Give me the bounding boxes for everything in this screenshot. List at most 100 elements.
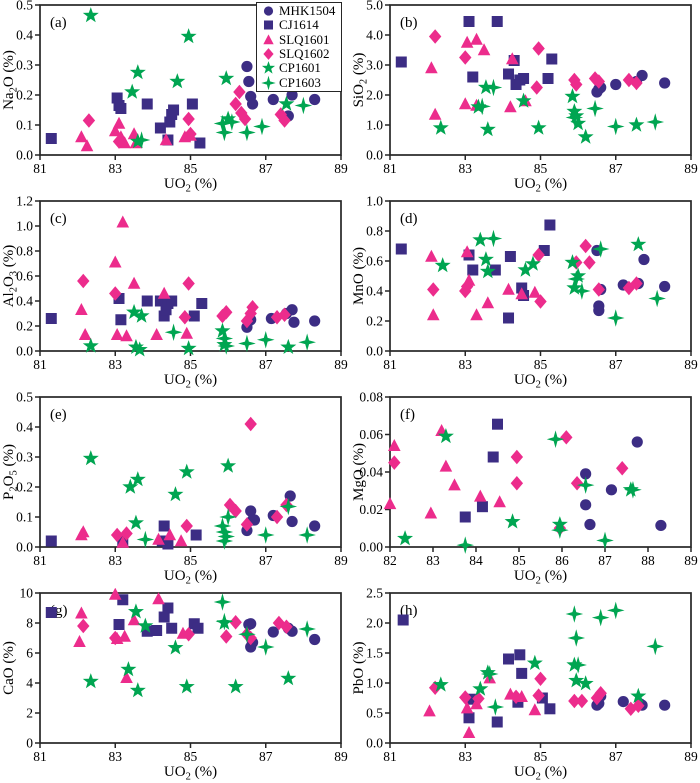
point-SLQ1602: [579, 238, 592, 254]
panel-f-chart: 82 83 84 85 86 87 88 89 0.00 0.02 0.04 0.06 0.08 UO2 …: [351, 392, 698, 586]
point-CP1601: [129, 64, 146, 80]
point-SLQ1602: [120, 526, 133, 541]
point-CP1601: [129, 471, 146, 487]
point-SLQ1602: [270, 509, 284, 525]
legend-item-CP1603: CP1603: [260, 75, 335, 90]
x-tick-label: 81: [383, 161, 397, 176]
point-CP1603: [456, 536, 475, 554]
y-tick-label: 0.2: [366, 314, 383, 329]
point-CJ1614: [115, 103, 127, 114]
legend-item-SLQ1602: SLQ1602: [260, 46, 335, 62]
point-CP1603: [219, 508, 237, 526]
point-CP1603: [256, 330, 275, 349]
x-tick-label: 89: [334, 749, 348, 764]
point-MHK1504: [617, 696, 629, 708]
point-CP1603: [215, 612, 234, 631]
point-MHK1504: [636, 69, 648, 82]
point-SLQ1602: [110, 527, 124, 543]
y-tick-label: 0.3: [16, 58, 33, 73]
point-SLQ1602: [77, 618, 90, 634]
point-CJ1614: [160, 304, 172, 316]
point-MHK1504: [286, 515, 298, 528]
point-CP1601: [479, 121, 496, 137]
point-CJ1614: [476, 501, 488, 513]
panel-a: 81 83 85 87 89 0.0 0.1 0.2 0.3 0.4 0.5 UO2 (%) Na2O …: [0, 0, 350, 196]
point-SLQ1601: [460, 245, 474, 258]
point-CP1601: [127, 338, 144, 355]
point-CP1603: [298, 526, 316, 544]
y-tick-label: 0.0: [16, 344, 33, 359]
point-CP1603: [646, 637, 665, 656]
x-tick-label: 87: [259, 357, 273, 372]
point-CP1603: [217, 527, 236, 546]
point-SLQ1602: [460, 279, 474, 294]
point-CJ1614: [164, 116, 176, 128]
point-SLQ1602: [532, 41, 545, 56]
star4-marker-icon: [261, 75, 276, 90]
x-tick-label: 87: [609, 161, 623, 176]
point-SLQ1602: [560, 430, 573, 445]
point-CP1603: [279, 497, 298, 516]
point-CJ1614: [154, 295, 166, 307]
point-SLQ1602: [182, 276, 195, 291]
x-tick-label: 87: [259, 553, 273, 568]
point-SLQ1602: [630, 75, 643, 91]
point-CP1601: [180, 28, 197, 44]
point-CJ1614: [503, 68, 515, 80]
point-CP1601: [526, 654, 543, 670]
x-tick-label: 89: [684, 553, 698, 568]
point-SLQ1602: [246, 300, 259, 315]
panel-c-chart: 81 83 85 87 89 0.0 0.2 0.4 0.6 0.8 1.0 1.2 UO2 (%) Al…: [1, 196, 348, 390]
point-CP1601: [82, 7, 99, 23]
legend-label: SLQ1602: [279, 46, 330, 62]
point-CJ1614: [141, 98, 153, 110]
point-SLQ1601: [108, 588, 122, 600]
y-tick-label: 0.1: [16, 118, 33, 133]
y-tick-label: 3.0: [366, 58, 383, 73]
point-CP1601: [437, 427, 454, 444]
panel-d: 81 83 85 87 89 0.0 0.2 0.4 0.6 0.8 1.0 UO2 (%) MnO (…: [350, 196, 700, 392]
y-tick-label: 0.5: [16, 0, 33, 13]
legend-label: SLQ1601: [279, 31, 330, 47]
x-tick-label: 81: [33, 357, 47, 372]
point-CP1601: [564, 254, 581, 270]
y-tick-label: 1.0: [16, 219, 33, 234]
panel-h: 81 83 85 87 89 0.0 0.5 1.0 1.5 2.0 2.5 UO2 (%) PbO (…: [350, 588, 700, 783]
point-MHK1504: [593, 304, 605, 317]
y-tick-label: 1.2: [16, 196, 33, 209]
point-MHK1504: [241, 60, 253, 73]
point-SLQ1602: [180, 518, 193, 534]
x-tick-label: 85: [512, 553, 526, 568]
y-tick-label: 0: [26, 736, 33, 751]
x-axis-label: UO2 (%): [514, 372, 567, 390]
point-SLQ1601: [127, 276, 141, 289]
y-tick-label: 0.8: [16, 244, 33, 259]
point-CJ1614: [516, 667, 528, 679]
point-SLQ1601: [426, 308, 440, 321]
x-tick-label: 85: [534, 161, 548, 176]
point-SLQ1601: [150, 327, 163, 340]
point-CP1601: [82, 337, 99, 353]
y-tick-label: 4.0: [366, 28, 383, 43]
point-CP1603: [567, 270, 586, 288]
point-CJ1614: [487, 451, 499, 463]
point-CP1601: [82, 450, 99, 466]
x-tick-label: 85: [184, 161, 198, 176]
x-tick-label: 81: [33, 749, 47, 764]
point-SLQ1601: [110, 327, 124, 340]
plot-box: [389, 200, 692, 352]
point-CP1601: [472, 680, 489, 696]
point-SLQ1602: [182, 111, 195, 127]
point-MHK1504: [580, 468, 592, 480]
point-CP1603: [573, 282, 591, 300]
x-tick-label: 88: [641, 553, 655, 568]
point-SLQ1602: [278, 113, 291, 128]
y-tick-label: 0.8: [366, 224, 383, 239]
point-CP1601: [628, 116, 645, 132]
point-CP1603: [484, 78, 503, 97]
point-CP1603: [238, 625, 256, 644]
panel-f: 82 83 84 85 86 87 88 89 0.00 0.02 0.04 0.06 0.08 UO2 …: [350, 392, 700, 588]
point-SLQ1601: [502, 282, 515, 295]
